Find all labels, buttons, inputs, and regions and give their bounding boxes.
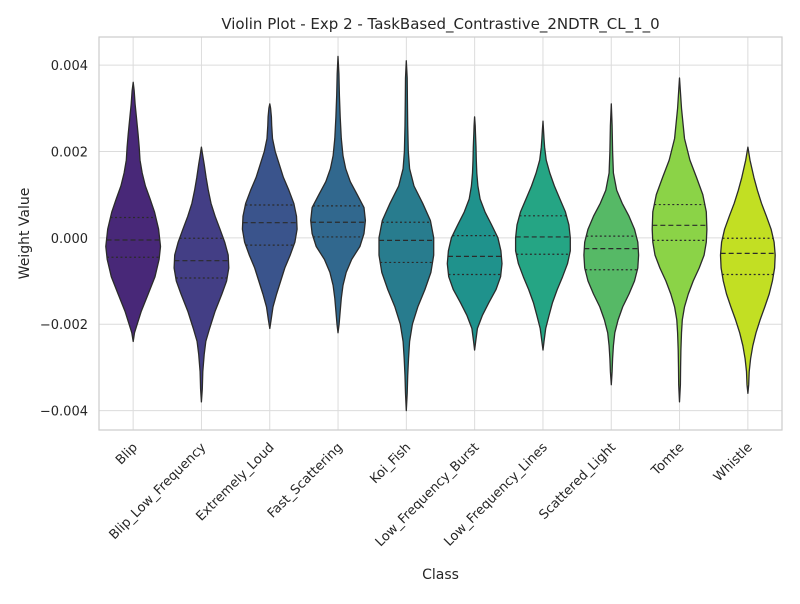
y-tick-label: −0.002 — [40, 318, 88, 333]
violin-body — [514, 120, 571, 351]
x-axis-label: Class — [422, 567, 459, 583]
violin-body — [446, 116, 503, 351]
violin-Blip — [105, 81, 162, 343]
violin-Scattered_Light — [583, 103, 640, 386]
y-tick-label: 0.000 — [51, 232, 88, 247]
violin-Low_Frequency_Burst — [446, 116, 503, 351]
y-tick-label: −0.004 — [40, 405, 88, 420]
violin-body — [378, 60, 435, 412]
violin-Blip_Low_Frequency — [173, 146, 230, 403]
y-tick-label: 0.004 — [51, 59, 88, 74]
violin-body — [719, 146, 776, 394]
violin-body — [651, 77, 708, 403]
chart-title: Violin Plot - Exp 2 - TaskBased_Contrast… — [221, 15, 659, 34]
violin-Koi_Fish — [378, 60, 435, 412]
violin-Fast_Scattering — [310, 55, 367, 334]
violin-body — [173, 146, 230, 403]
plot-frame — [98, 36, 783, 431]
violin-body — [241, 103, 298, 330]
violins — [105, 55, 776, 412]
y-tick-label: 0.002 — [51, 145, 88, 160]
violin-body — [583, 103, 640, 386]
violin-Low_Frequency_Lines — [514, 120, 571, 351]
violin-body — [105, 81, 162, 343]
violin-Extremely_Loud — [241, 103, 298, 330]
violin-Tomte — [651, 77, 708, 403]
violin-Whistle — [719, 146, 776, 394]
y-tick-labels: 0.004 0.002 0.000 −0.002 −0.004 — [40, 59, 88, 419]
violin-body — [310, 55, 367, 334]
y-axis-label: Weight Value — [17, 188, 33, 280]
